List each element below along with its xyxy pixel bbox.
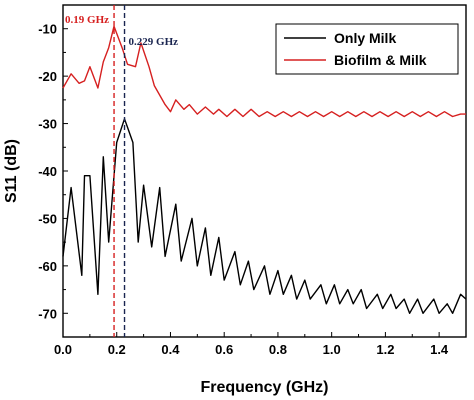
x-tick-label: 0.0 [54, 342, 72, 357]
y-tick-label: -70 [38, 306, 57, 321]
y-axis-title: S11 (dB) [3, 139, 20, 203]
series-layer [62, 25, 467, 314]
series-line-biofilm-milk [62, 25, 466, 118]
y-tick-label: -60 [38, 259, 57, 274]
y-tick-label: -10 [38, 22, 57, 37]
x-tick-label: 0.4 [161, 342, 180, 357]
x-tick-label: 0.2 [108, 342, 126, 357]
x-tick-label: 1.2 [376, 342, 394, 357]
legend-label-only-milk: Only Milk [334, 30, 396, 46]
x-tick-label: 1.4 [430, 342, 449, 357]
series-line-only-milk [62, 118, 467, 314]
x-axis-title: Frequency (GHz) [200, 379, 328, 396]
y-tick-label: -20 [38, 69, 57, 84]
tick-layer: 0.0 0.2 0.4 0.6 0.8 1.0 1.2 1.4 -10 -20 -30 -40 -50 -… [38, 22, 467, 357]
x-tick-label: 0.8 [269, 342, 287, 357]
y-tick-label: -40 [38, 164, 57, 179]
y-tick-label: -50 [38, 211, 57, 226]
annotation-layer: 0.19 GHz 0.229 GHz [65, 5, 178, 337]
legend-label-biofilm-milk: Biofilm & Milk [334, 52, 427, 68]
legend: Only Milk Biofilm & Milk [275, 23, 459, 75]
annotation-label-1: 0.229 GHz [129, 36, 179, 48]
annotation-label-0: 0.19 GHz [65, 14, 109, 26]
x-tick-label: 1.0 [323, 342, 341, 357]
legend-box [275, 23, 459, 75]
y-tick-label: -30 [38, 117, 57, 132]
x-tick-label: 0.6 [215, 342, 233, 357]
